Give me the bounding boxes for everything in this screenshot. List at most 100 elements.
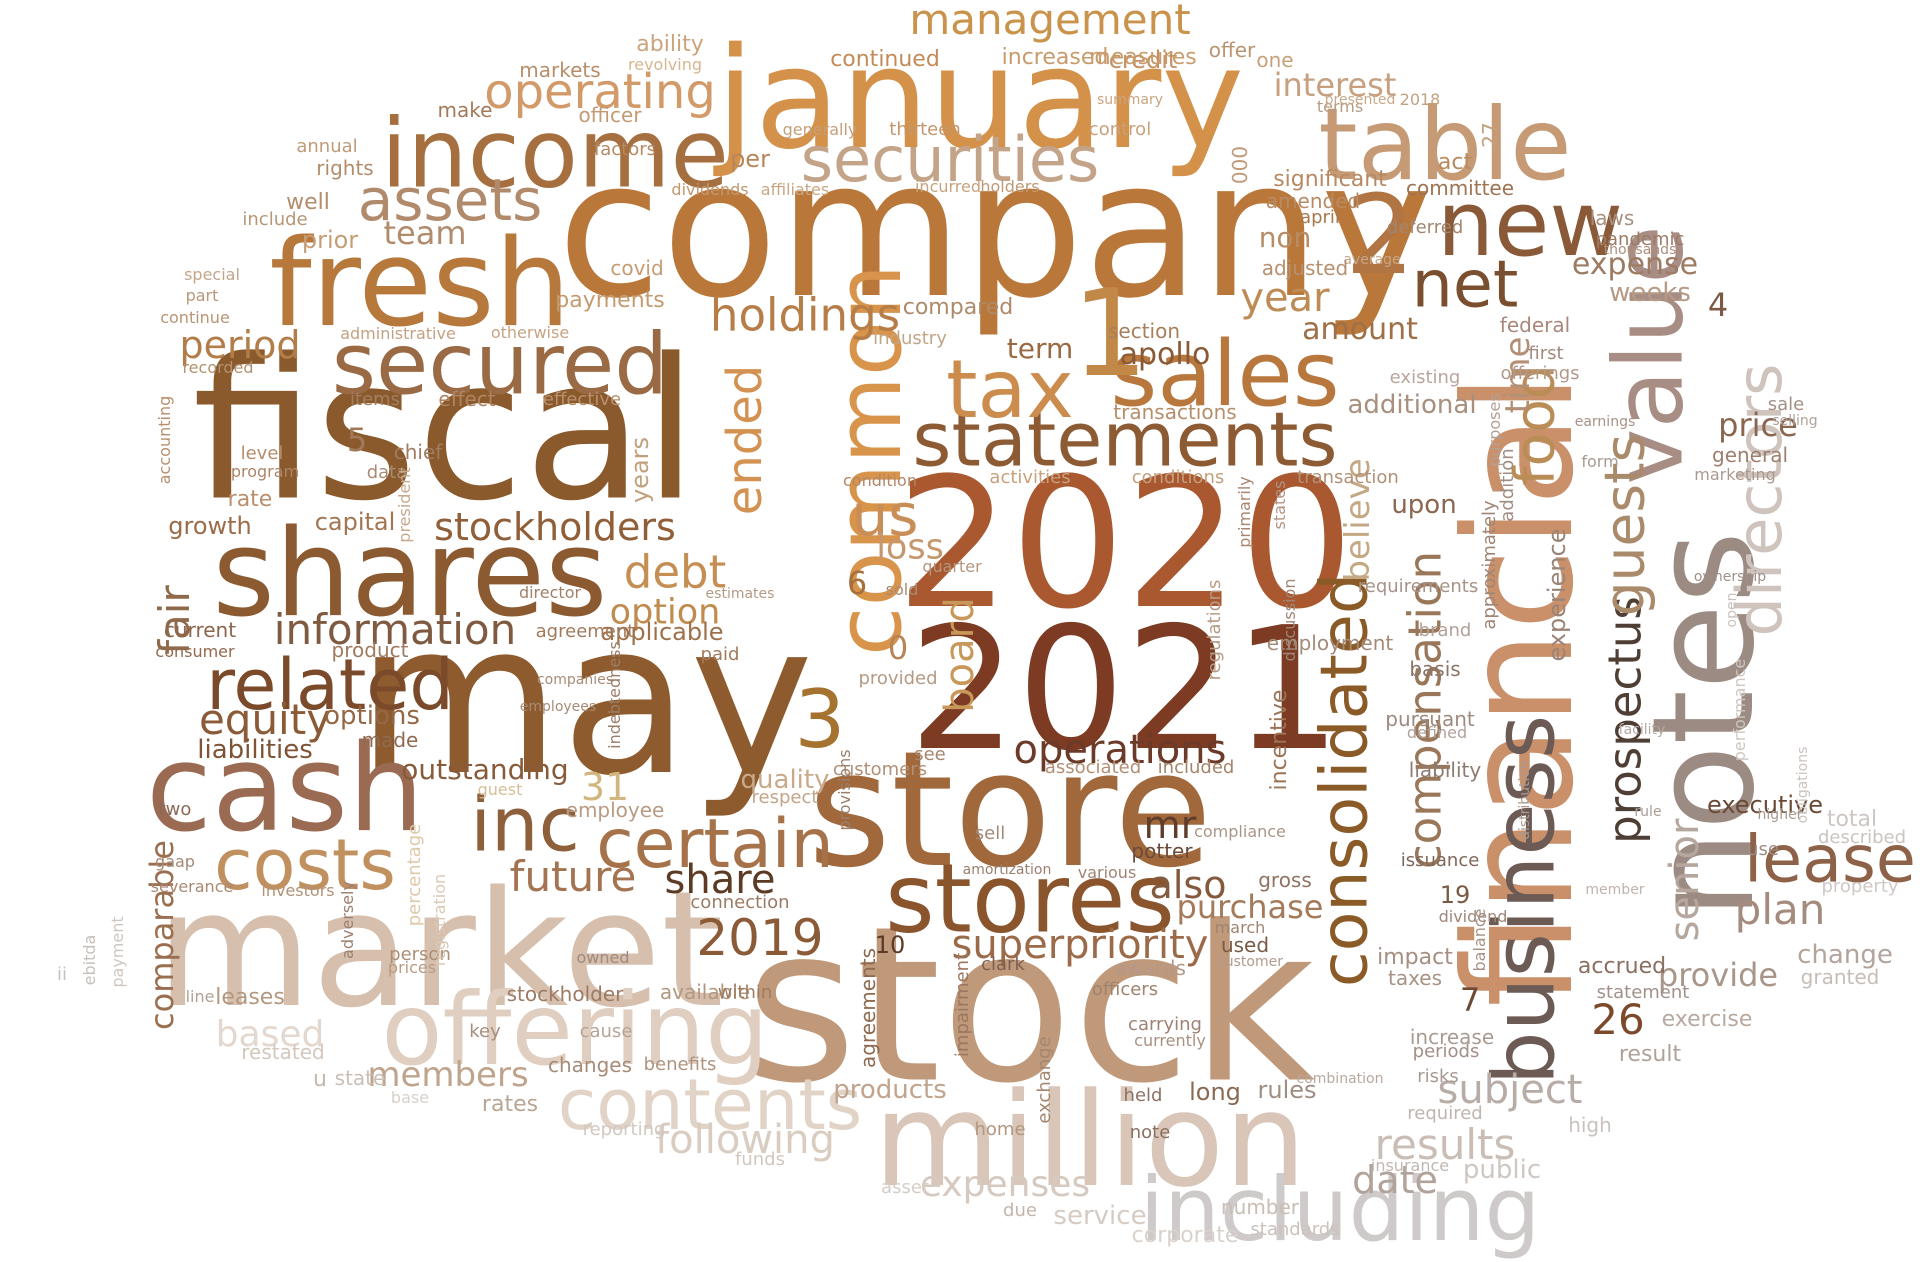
word-significant: significant [1273, 167, 1387, 192]
word-director: director [518, 583, 582, 602]
word-measures: measures [1089, 45, 1197, 70]
word-basis: basis [1409, 657, 1461, 681]
word-held: held [1123, 1085, 1163, 1106]
word-person: person [389, 944, 451, 965]
word-amended: amended [1265, 189, 1361, 213]
word-terms: terms [1316, 97, 1364, 116]
word-well: well [286, 190, 330, 215]
word-chief: chief [393, 440, 443, 464]
word-long: long [1189, 1078, 1241, 1106]
word-1: 1 [1071, 265, 1149, 404]
word-adversely: adversely [338, 881, 357, 959]
word-0: 0 [887, 629, 909, 667]
word-potter: potter [1131, 839, 1193, 863]
word-costs: costs [214, 824, 396, 906]
word-outstanding: outstanding [401, 753, 569, 786]
word-company: company [557, 119, 1433, 340]
word-board: board [937, 597, 983, 713]
word-indebtedness: indebtedness [605, 641, 624, 749]
word-combination: combination [1296, 1071, 1384, 1087]
word-items: items [349, 389, 401, 410]
word-issuance: issuance [1400, 850, 1480, 871]
word-consumer: consumer [155, 642, 235, 661]
word-property: property [1821, 876, 1899, 897]
word-tax: tax [946, 343, 1074, 436]
word-rate: rate [227, 487, 273, 512]
word-plan: plan [1734, 885, 1826, 934]
word-within: within [717, 982, 773, 1003]
word-contents: contents [557, 1064, 863, 1146]
word-increased: increased [1001, 45, 1109, 70]
word-cause: cause [579, 1021, 633, 1042]
word-accounting: accounting [155, 395, 174, 485]
word-service: service [1053, 1201, 1147, 1231]
word-mr: mr [1143, 803, 1197, 847]
word-standards: standards [1250, 1219, 1340, 1240]
word-recorded: recorded [182, 358, 254, 377]
word-revolving: revolving [628, 55, 702, 74]
word-inc: inc [470, 780, 580, 869]
word-respect: respect [751, 787, 819, 808]
word-securities: securities [800, 123, 1100, 196]
word-weeks: weeks [1609, 278, 1691, 308]
word-stockholders: stockholders [434, 505, 676, 549]
word-growth: growth [168, 512, 252, 540]
word-quality: quality [740, 765, 830, 795]
word-states: states [1270, 480, 1289, 530]
word-period: period [179, 323, 301, 367]
word-term: term [1006, 332, 1074, 365]
word-superpriority: superpriority [951, 922, 1209, 968]
word-employment: employment [1266, 631, 1394, 655]
word-member: member [1585, 882, 1645, 898]
word-gaap: gaap [155, 852, 195, 871]
word-ii: ii [56, 964, 68, 985]
word-7: 7 [1459, 981, 1481, 1019]
word-used: used [1220, 933, 1270, 957]
word-employee: employee [565, 798, 665, 822]
word-factors: factors [593, 139, 657, 160]
word-severance: severance [150, 877, 234, 896]
word-information: information [273, 605, 517, 654]
word-sold: sold [885, 580, 919, 599]
word-risks: risks [1417, 1066, 1459, 1087]
word-team: team [383, 214, 467, 252]
word-selling: selling [1772, 413, 1818, 429]
word-stockholder: stockholder [506, 982, 624, 1006]
word-senior: senior [1662, 818, 1708, 942]
word-effective: effective [542, 389, 622, 410]
word-currently: currently [1134, 1031, 1206, 1050]
word-corporate: corporate [1131, 1223, 1239, 1248]
word-offer: offer [1208, 38, 1256, 62]
word-first: first [1528, 343, 1564, 364]
word-marketing: marketing [1694, 465, 1776, 484]
word-credit: credit [1108, 46, 1178, 74]
word-prior: prior [301, 226, 359, 254]
word-u: u [313, 1067, 327, 1092]
word-based: based [215, 1014, 325, 1055]
word-thousands: thousands [1603, 242, 1677, 258]
word-section: section [1107, 319, 1181, 343]
word-prices: prices [387, 958, 437, 977]
word-january: january [715, 18, 1245, 181]
word-special: special [184, 265, 240, 284]
word-4: 4 [1707, 286, 1729, 324]
word-home: home [974, 1119, 1026, 1140]
word-transactions: transactions [1113, 400, 1237, 424]
word-april: april [1300, 207, 1340, 228]
word-offering: offering [381, 971, 769, 1088]
word-balance: balance [1470, 908, 1489, 972]
word-sale: sale [1767, 394, 1805, 415]
word-available: available [659, 980, 751, 1004]
word-also: also [1149, 863, 1227, 907]
word-included: included [1157, 757, 1235, 778]
word-approximately: approximately [1479, 500, 1500, 630]
word-6: 6 [846, 564, 868, 602]
word-include: include [242, 209, 308, 230]
word-assets: assets [357, 166, 543, 234]
word-2019: 2019 [696, 909, 824, 967]
word-restated: restated [241, 1040, 325, 1064]
word-required: required [1407, 1103, 1483, 1124]
word-percentage: percentage [404, 823, 425, 927]
word-fiscal: fiscal [192, 316, 698, 544]
